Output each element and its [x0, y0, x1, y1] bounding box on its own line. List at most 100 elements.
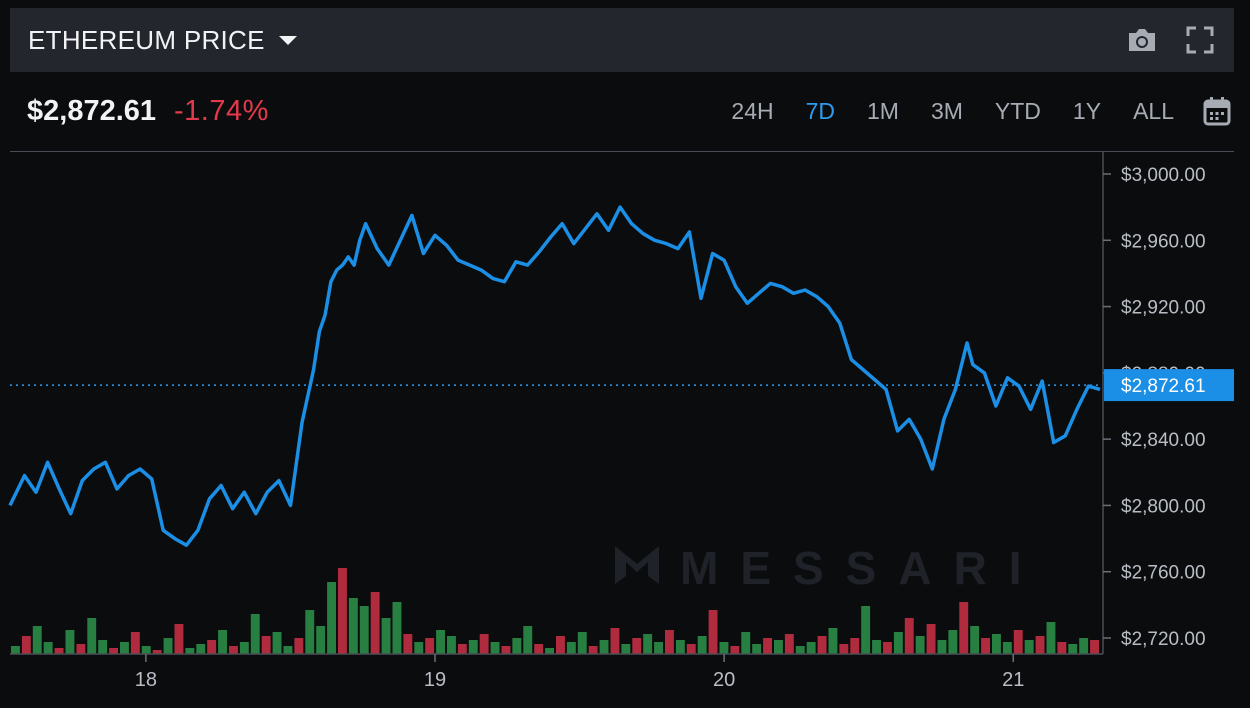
volume-bar — [654, 642, 663, 654]
volume-bar — [1002, 642, 1012, 654]
price-chart[interactable]: MESSARI $3,000.00$2,960.00$2,920.00$2,88… — [0, 152, 1250, 708]
volume-bar — [795, 646, 805, 654]
volume-bar — [1090, 640, 1099, 654]
y-axis-ticks: $3,000.00$2,960.00$2,920.00$2,880.00$2,8… — [1103, 165, 1206, 650]
tab-1y[interactable]: 1Y — [1072, 97, 1102, 124]
fullscreen-icon[interactable] — [1184, 24, 1216, 56]
volume-bar — [359, 606, 369, 654]
volume-bar — [11, 646, 20, 654]
y-tick-label: $2,800.00 — [1121, 496, 1206, 517]
tab-24h[interactable]: 24H — [731, 97, 774, 124]
volume-bar — [970, 626, 980, 654]
volume-bar — [806, 642, 816, 654]
price-series-line — [8, 205, 1101, 547]
y-tick-label: $2,920.00 — [1121, 298, 1206, 319]
volume-bar — [861, 606, 871, 654]
y-tick-label: $2,840.00 — [1121, 430, 1206, 451]
volume-bar — [752, 644, 762, 654]
volume-bar — [730, 646, 740, 654]
volume-bar — [1068, 644, 1078, 654]
volume-bar — [545, 648, 554, 654]
volume-bar — [741, 632, 751, 654]
chart-title: ETHEREUM PRICE — [28, 24, 265, 55]
tab-3m[interactable]: 3M — [930, 97, 963, 124]
volume-bar — [665, 630, 674, 654]
watermark-text: MESSARI — [680, 542, 1044, 594]
volume-bar — [708, 610, 718, 654]
volume-bar — [436, 630, 445, 654]
volume-bar — [87, 618, 97, 654]
camera-icon[interactable] — [1126, 24, 1158, 56]
watermark: MESSARI — [615, 542, 1044, 594]
asset-selector[interactable]: ETHEREUM PRICE — [28, 25, 297, 56]
volume-bar — [697, 636, 707, 654]
volume-bar — [719, 642, 729, 654]
volume-bar — [120, 642, 129, 654]
current-price-tag-bg — [1104, 369, 1234, 402]
tab-7d[interactable]: 7D — [805, 97, 836, 124]
volume-bar — [1035, 636, 1045, 654]
chevron-down-icon — [278, 35, 297, 45]
volume-bar — [294, 638, 304, 654]
volume-bar — [316, 626, 326, 654]
volume-bar — [65, 630, 75, 654]
volume-bar — [915, 636, 925, 654]
volume-bar — [883, 642, 892, 654]
volume-bar — [784, 634, 794, 654]
volume-bar — [501, 646, 511, 654]
volume-bar — [828, 628, 838, 654]
volume-bar — [763, 638, 772, 654]
volume-bar — [675, 640, 685, 654]
volume-bar — [490, 642, 500, 654]
tab-all[interactable]: ALL — [1133, 97, 1174, 124]
volume-bar — [98, 640, 108, 654]
price-block: $2,872.61 -1.74% — [10, 95, 269, 128]
volume-bar — [621, 644, 631, 654]
volume-bar — [959, 602, 969, 654]
timeframe-tabs: 24H 7D 1M 3M YTD 1Y ALL — [715, 94, 1240, 128]
volume-bar — [141, 646, 151, 654]
volume-bar — [457, 644, 467, 654]
volume-bars — [11, 568, 1099, 654]
volume-bar — [218, 630, 227, 654]
volume-bar — [904, 618, 914, 654]
volume-bar — [1079, 638, 1089, 654]
volume-bar — [338, 568, 347, 654]
volume-bar — [196, 644, 206, 654]
volume-bar — [1024, 640, 1034, 654]
price-change: -1.74% — [174, 94, 269, 127]
tab-1m[interactable]: 1M — [867, 97, 899, 124]
y-tick-label: $2,960.00 — [1121, 231, 1206, 252]
volume-bar — [229, 646, 238, 654]
price-stats-bar: $2,872.61 -1.74% 24H 7D 1M 3M YTD 1Y ALL — [10, 82, 1240, 140]
volume-bar — [774, 640, 783, 654]
x-axis-ticks: 18 19 20 21 — [135, 654, 1024, 691]
volume-bar — [632, 638, 642, 654]
volume-bar — [1057, 642, 1067, 654]
chart-header: ETHEREUM PRICE — [10, 8, 1234, 72]
calendar-icon[interactable] — [1200, 94, 1234, 128]
volume-bar — [207, 640, 217, 654]
volume-bar — [43, 642, 53, 654]
volume-bar — [937, 640, 947, 654]
volume-bar — [512, 638, 522, 654]
header-divider — [10, 151, 1234, 152]
volume-bar — [556, 636, 565, 654]
volume-bar — [599, 640, 609, 654]
volume-bar — [1013, 630, 1023, 654]
volume-bar — [305, 610, 315, 654]
volume-bar — [130, 632, 140, 654]
volume-bar — [32, 626, 42, 654]
volume-bar — [566, 642, 576, 654]
volume-bar — [447, 636, 456, 654]
volume-bar — [948, 630, 958, 654]
header-actions — [1126, 24, 1216, 56]
volume-bar — [54, 648, 64, 654]
volume-bar — [261, 636, 271, 654]
volume-bar — [327, 582, 336, 654]
volume-bar — [643, 634, 653, 654]
volume-bar — [283, 646, 293, 654]
volume-bar — [992, 634, 1001, 654]
volume-bar — [152, 650, 162, 654]
tab-ytd[interactable]: YTD — [994, 97, 1041, 124]
